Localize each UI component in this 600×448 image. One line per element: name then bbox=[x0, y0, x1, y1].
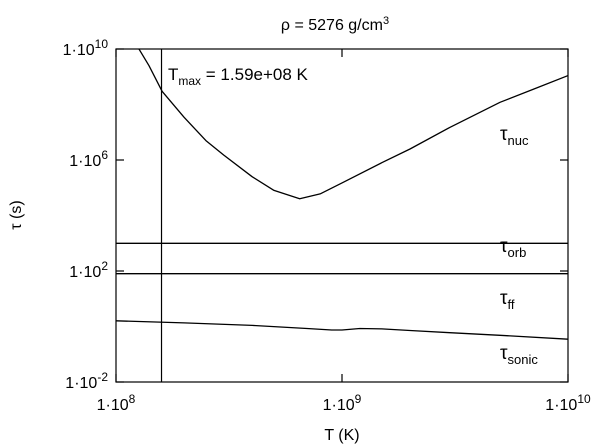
plot-frame bbox=[115, 48, 569, 383]
x-tick-label: 1·108 bbox=[97, 392, 136, 414]
y-tick-label: 1·106 bbox=[69, 148, 108, 170]
x-axis-label: T (K) bbox=[324, 427, 359, 444]
series-layer bbox=[116, 49, 568, 340]
y-tick-label: 1·102 bbox=[69, 259, 108, 281]
ticks-layer: 1·108 1·109 1·1010 1·10-2 1·102 1·106 1·1010 bbox=[63, 37, 591, 414]
series-label-ff: τff bbox=[500, 288, 515, 312]
series-line-nuc bbox=[138, 49, 568, 200]
series-label-nuc: τnuc bbox=[500, 124, 529, 148]
series-label-sonic: τsonic bbox=[500, 343, 538, 367]
series-line-sonic bbox=[116, 320, 568, 340]
x-tick-label: 1·1010 bbox=[545, 392, 591, 414]
series-labels: τnuc τorb τff τsonic bbox=[500, 124, 538, 367]
y-tick-label: 1·1010 bbox=[63, 37, 109, 59]
chart-title: ρ = 5276 g/cm3 bbox=[281, 15, 389, 34]
y-axis-label: τ (s) bbox=[8, 200, 25, 229]
series-label-orb: τorb bbox=[500, 236, 526, 260]
y-tick-label: 1·10-2 bbox=[65, 370, 108, 392]
tmax-annotation: Tmax = 1.59e+08 K bbox=[168, 65, 309, 88]
x-tick-label: 1·109 bbox=[323, 392, 362, 414]
